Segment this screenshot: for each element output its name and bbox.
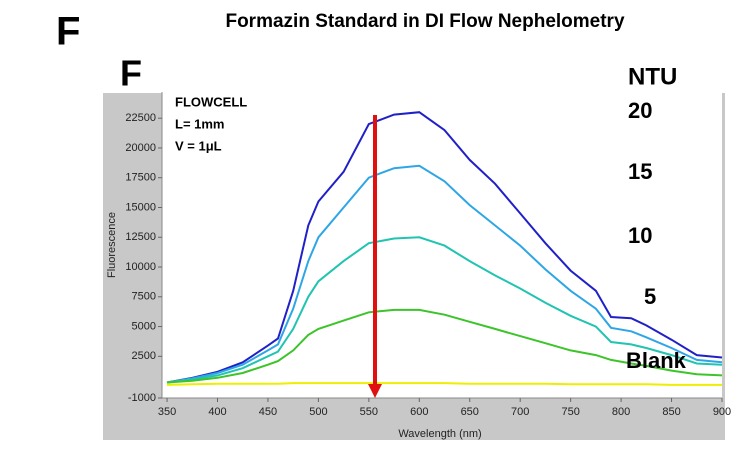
annotation: V = 1μL xyxy=(175,138,222,153)
y-tick-label: 22500 xyxy=(125,112,156,124)
y-tick-label: 2500 xyxy=(132,350,156,362)
y-tick-label: 5000 xyxy=(132,320,156,332)
legend-label: 20 xyxy=(628,98,652,123)
arrow-head xyxy=(368,384,382,398)
heading: F xyxy=(56,10,80,54)
x-tick-label: 350 xyxy=(158,406,176,418)
x-tick-label: 850 xyxy=(662,406,680,418)
x-tick-label: 450 xyxy=(259,406,277,418)
x-tick-label: 800 xyxy=(612,406,630,418)
y-tick-label: 12500 xyxy=(125,231,156,243)
legend-label: 15 xyxy=(628,159,652,184)
plot xyxy=(166,111,722,386)
legend-label: 5 xyxy=(644,284,656,309)
x-tick-label: 400 xyxy=(208,406,226,418)
series-line xyxy=(166,382,722,386)
y-tick-label: 17500 xyxy=(125,172,156,184)
legend-label: Blank xyxy=(626,348,687,373)
y-tick-label: 20000 xyxy=(125,142,156,154)
x-tick-label: 600 xyxy=(410,406,428,418)
y-tick-label: 7500 xyxy=(132,291,156,303)
series-line xyxy=(166,111,722,384)
x-tick-label: 500 xyxy=(309,406,327,418)
annotation: FLOWCELL xyxy=(175,94,247,109)
y-tick-label: -1000 xyxy=(128,392,156,404)
panel-label: F xyxy=(120,53,142,94)
y-tick-label: 15000 xyxy=(125,201,156,213)
x-axis-label: Wavelength (nm) xyxy=(398,428,481,440)
legend-label: 10 xyxy=(628,223,652,248)
x-tick-label: 550 xyxy=(360,406,378,418)
series-line xyxy=(166,164,722,384)
chart-title: Formazin Standard in DI Flow Nephelometr… xyxy=(225,11,624,32)
legend-title: NTU xyxy=(628,63,677,90)
y-axis-label: Fluorescence xyxy=(106,212,118,278)
x-tick-label: 900 xyxy=(713,406,731,418)
y-tick-label: 10000 xyxy=(125,261,156,273)
annotation: L= 1mm xyxy=(175,116,225,131)
x-tick-label: 750 xyxy=(561,406,579,418)
x-tick-label: 700 xyxy=(511,406,529,418)
series-line xyxy=(166,308,722,384)
x-tick-label: 650 xyxy=(461,406,479,418)
series-line xyxy=(166,236,722,384)
